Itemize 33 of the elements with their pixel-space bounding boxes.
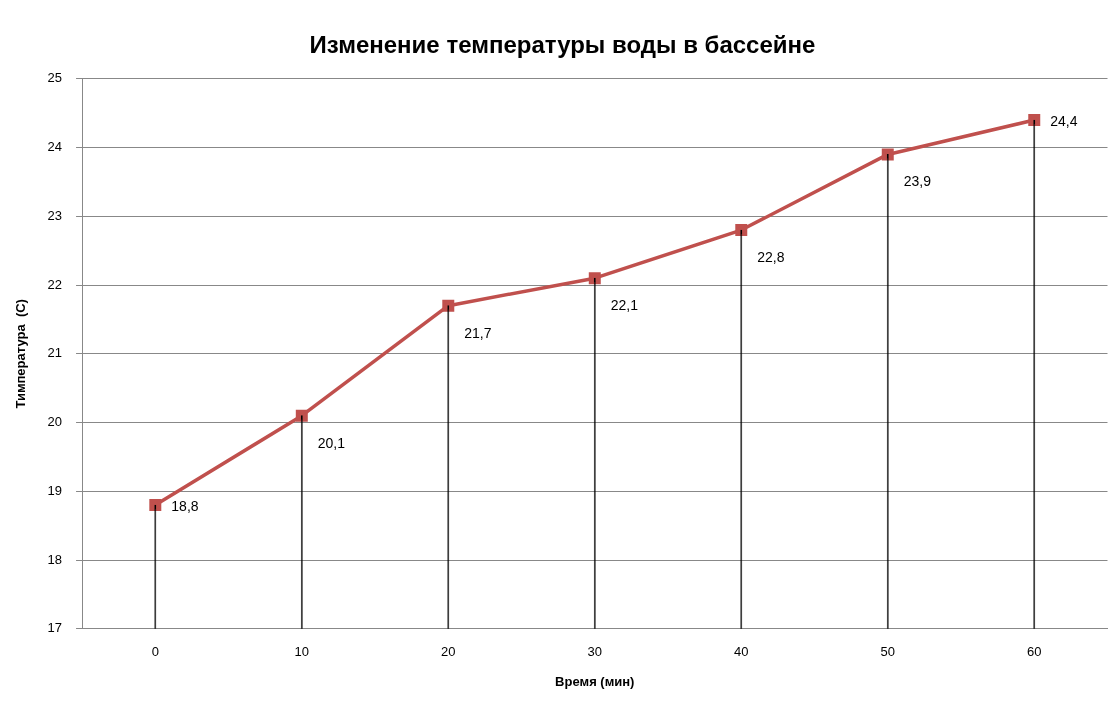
point xyxy=(1028,114,1041,127)
y-tick-label: 17 xyxy=(47,620,63,636)
y-axis-title: Тимпература (С) xyxy=(13,299,29,409)
text: 18,8 xyxy=(171,497,199,514)
text: 22,1 xyxy=(610,297,639,314)
x-tick-label: 30 xyxy=(587,644,603,660)
x-tick-label: 60 xyxy=(1027,644,1042,660)
x-tick-label: 10 xyxy=(294,644,310,660)
point xyxy=(442,299,455,312)
text: 24,4 xyxy=(1050,112,1078,129)
y-tick-label: 19 xyxy=(47,482,63,498)
text: 21,7 xyxy=(464,324,492,341)
text: 23,9 xyxy=(903,173,932,190)
text: 20,1 xyxy=(317,434,346,451)
point xyxy=(881,148,894,161)
x-axis-title: Время (мин) xyxy=(555,673,635,689)
y-tick-label: 18 xyxy=(47,551,63,567)
y-tick-label: 22 xyxy=(47,276,63,292)
y-tick-label: 25 xyxy=(47,70,63,86)
point xyxy=(588,272,601,285)
text: 22,8 xyxy=(757,248,785,265)
x-tick-label: 40 xyxy=(734,644,749,660)
y-tick-label: 23 xyxy=(47,207,63,223)
point xyxy=(149,499,162,512)
point xyxy=(735,224,748,237)
y-tick-label: 21 xyxy=(47,345,63,361)
y-tick-label: 20 xyxy=(47,414,63,430)
x-tick-label: 0 xyxy=(151,644,159,660)
y-tick-label: 24 xyxy=(47,139,63,155)
x-tick-label: 50 xyxy=(880,644,895,660)
point xyxy=(295,409,308,422)
chart-title: Изменение температуры воды в бассейне xyxy=(309,31,816,59)
x-tick-label: 20 xyxy=(441,644,456,660)
